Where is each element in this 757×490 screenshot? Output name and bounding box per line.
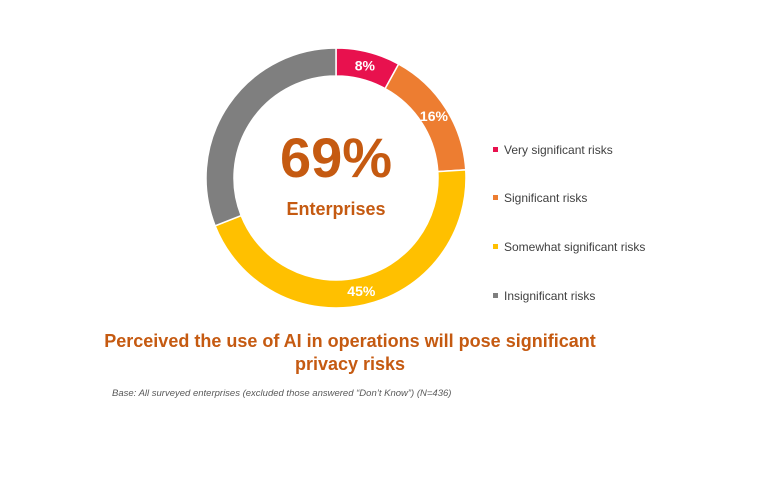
slice-label-somewhat-significant-risks: 45% [347, 283, 376, 299]
legend-label: Insignificant risks [504, 289, 596, 303]
center-label: Enterprises [286, 199, 386, 219]
chart-title: Perceived the use of AI in operations wi… [104, 331, 596, 374]
slice-label-significant-risks: 16% [420, 108, 449, 124]
slice-label-very-significant-risks: 8% [355, 58, 376, 74]
legend-item-somewhat-significant: Somewhat significant risks [493, 239, 645, 255]
legend-label: Significant risks [504, 191, 588, 205]
legend-swatch [493, 244, 498, 250]
legend-swatch [493, 147, 498, 153]
donut-slices [205, 47, 467, 309]
base-note: Base: All surveyed enterprises (excluded… [112, 388, 452, 399]
center-value: 69% [279, 126, 393, 189]
legend-label: Somewhat significant risks [504, 240, 646, 254]
legend-item-very-significant: Very significant risks [493, 142, 613, 158]
slice-somewhat-significant-risks [214, 169, 467, 309]
slice-insignificant-risks [205, 47, 337, 227]
legend-label: Very significant risks [504, 143, 613, 157]
legend-item-significant: Significant risks [493, 190, 587, 206]
donut-slice-labels: 8% 16% 45% [347, 58, 448, 300]
legend-item-insignificant: Insignificant risks [493, 288, 595, 304]
legend-swatch [493, 293, 498, 299]
legend-swatch [493, 195, 498, 201]
